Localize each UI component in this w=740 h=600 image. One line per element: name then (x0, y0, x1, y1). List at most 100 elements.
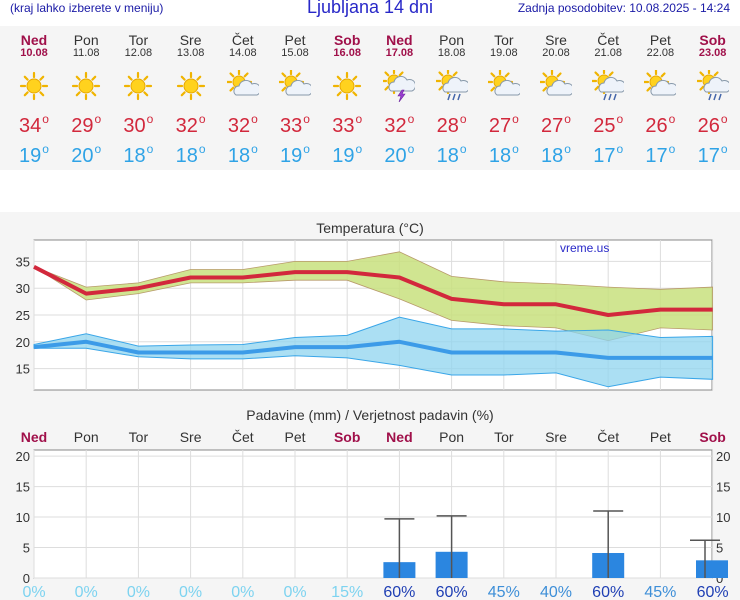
precipitation-probability-label: 45% (488, 584, 520, 600)
max-temperature: 26o (697, 112, 728, 137)
precipitation-probability-label: 40% (540, 584, 572, 600)
precipitation-day-label: Sob (699, 429, 725, 445)
partly-cloudy-icon (277, 68, 314, 102)
day-name: Ned (386, 32, 413, 48)
temperature-y-tick-label: 15 (16, 362, 30, 377)
day-column: Sre 20.08 27o 18o (530, 26, 582, 170)
day-name: Tor (128, 32, 149, 48)
min-temperature: 18o (227, 142, 258, 167)
precipitation-y-tick-label-right: 20 (716, 449, 730, 464)
precipitation-day-label: Sre (545, 429, 567, 445)
min-temperature: 18o (123, 142, 154, 167)
day-column: Sob 16.08 33o 19o (321, 26, 373, 170)
min-temperature: 20o (384, 142, 415, 167)
day-column: Pet 15.08 33o 19o (269, 26, 321, 170)
max-temperature: 27o (541, 112, 571, 137)
day-name: Tor (494, 32, 514, 48)
day-column: Sob 23.08 26o 17o (687, 26, 739, 170)
max-temperature: 33o (280, 112, 310, 137)
top-bar: (kraj lahko izberete v meniju) Ljubljana… (0, 0, 740, 22)
precipitation-y-tick-label-right: 5 (716, 541, 723, 556)
precipitation-y-tick-label-right: 0 (716, 571, 723, 586)
day-date: 16.08 (333, 47, 361, 59)
precipitation-probability-label: 0% (283, 584, 306, 600)
precipitation-day-label: Tor (129, 429, 149, 445)
partly-cloudy-icon (486, 68, 522, 102)
temperature-y-tick-label: 30 (16, 281, 30, 296)
day-column: Sre 13.08 32o 18o (165, 26, 217, 170)
precipitation-probability-label: 60% (383, 584, 415, 600)
day-name: Sre (545, 32, 567, 48)
precipitation-day-label: Sob (334, 429, 360, 445)
day-name: Čet (597, 32, 620, 48)
precipitation-day-label: Pon (74, 429, 99, 445)
last-updated: Zadnja posodobitev: 10.08.2025 - 14:24 (517, 1, 730, 15)
precipitation-day-label: Čet (232, 429, 254, 445)
precipitation-y-tick-label-left: 15 (16, 480, 30, 495)
min-temperature: 20o (71, 142, 102, 167)
precipitation-probability-label: 0% (127, 584, 150, 600)
day-column: Čet 21.08 25o 17o (582, 26, 634, 170)
min-temperature: 19o (332, 142, 363, 167)
day-column: Čet 14.08 32o 18o (217, 26, 269, 170)
day-column: Tor 19.08 27o 18o (478, 26, 530, 170)
precipitation-bar (696, 560, 728, 578)
partly-cloudy-icon (643, 68, 679, 102)
forecast-charts: 15 20 25 30 35 Temperatura (°C) vreme.us Padavi… (16, 220, 731, 600)
max-temperature: 28o (436, 112, 467, 137)
partly-cloudy-icon (225, 68, 261, 102)
precipitation-day-label: Ned (21, 429, 47, 445)
temperature-chart-title: Temperatura (°C) (316, 220, 424, 236)
precipitation-y-tick-label-left: 10 (16, 510, 30, 525)
temperature-y-tick-label: 25 (16, 308, 30, 323)
day-column: Pet 22.08 26o 17o (634, 26, 686, 170)
thunderstorm-icon (381, 67, 417, 103)
day-name: Čet (231, 32, 254, 48)
day-date: 20.08 (542, 47, 570, 59)
precipitation-day-label: Sre (180, 429, 202, 445)
max-temperature: 34o (19, 112, 49, 137)
precipitation-day-label: Pet (284, 429, 305, 445)
max-temperature: 30o (123, 112, 154, 137)
day-date: 17.08 (385, 47, 414, 59)
max-temperature: 26o (645, 112, 676, 137)
precipitation-day-label: Tor (494, 429, 514, 445)
day-name: Sob (333, 32, 361, 48)
max-temperature: 29o (71, 112, 102, 137)
temperature-y-tick-label: 35 (16, 254, 30, 269)
min-temperature: 19o (280, 142, 310, 167)
day-name: Pet (284, 32, 306, 48)
day-name: Sob (699, 32, 726, 48)
day-date: 11.08 (72, 47, 100, 59)
day-column: Pon 18.08 28o 18o (426, 26, 478, 170)
precipitation-probability-label: 60% (697, 584, 729, 600)
sunny-icon (122, 70, 154, 102)
day-date: 22.08 (646, 47, 675, 59)
precipitation-y-tick-label-left: 20 (16, 449, 30, 464)
day-date: 19.08 (490, 47, 518, 59)
min-temperature: 17o (697, 142, 728, 167)
daily-forecast-strip: Ned 10.08 34o 19o Pon 11.08 29o 20o Tor 12.08 30o 1… (0, 26, 740, 170)
partly-cloudy-icon (538, 68, 575, 102)
day-name: Sre (179, 32, 202, 48)
precipitation-probability-label: 0% (179, 584, 202, 600)
location-menu-hint[interactable]: (kraj lahko izberete v meniju) (10, 1, 164, 15)
day-name: Pet (649, 32, 671, 48)
min-temperature: 19o (19, 142, 49, 167)
precipitation-day-label: Pet (650, 429, 671, 445)
temperature-y-tick-label: 20 (16, 335, 30, 350)
precipitation-probability-label: 0% (75, 584, 98, 600)
precipitation-y-tick-label-left: 5 (23, 541, 30, 556)
min-temperature: 17o (593, 142, 624, 167)
day-column: Ned 10.08 34o 19o (8, 26, 60, 170)
day-date: 10.08 (20, 47, 48, 59)
min-temperature-range-band (33, 316, 714, 388)
max-temperature: 32o (227, 112, 258, 137)
sunny-icon (331, 70, 363, 102)
sunny-icon (70, 70, 102, 102)
chart-watermark: vreme.us (560, 241, 609, 255)
sunny-icon (175, 70, 207, 102)
min-temperature: 18o (541, 142, 571, 167)
max-temperature: 27o (488, 112, 519, 137)
sun-rain-icon (591, 67, 627, 102)
